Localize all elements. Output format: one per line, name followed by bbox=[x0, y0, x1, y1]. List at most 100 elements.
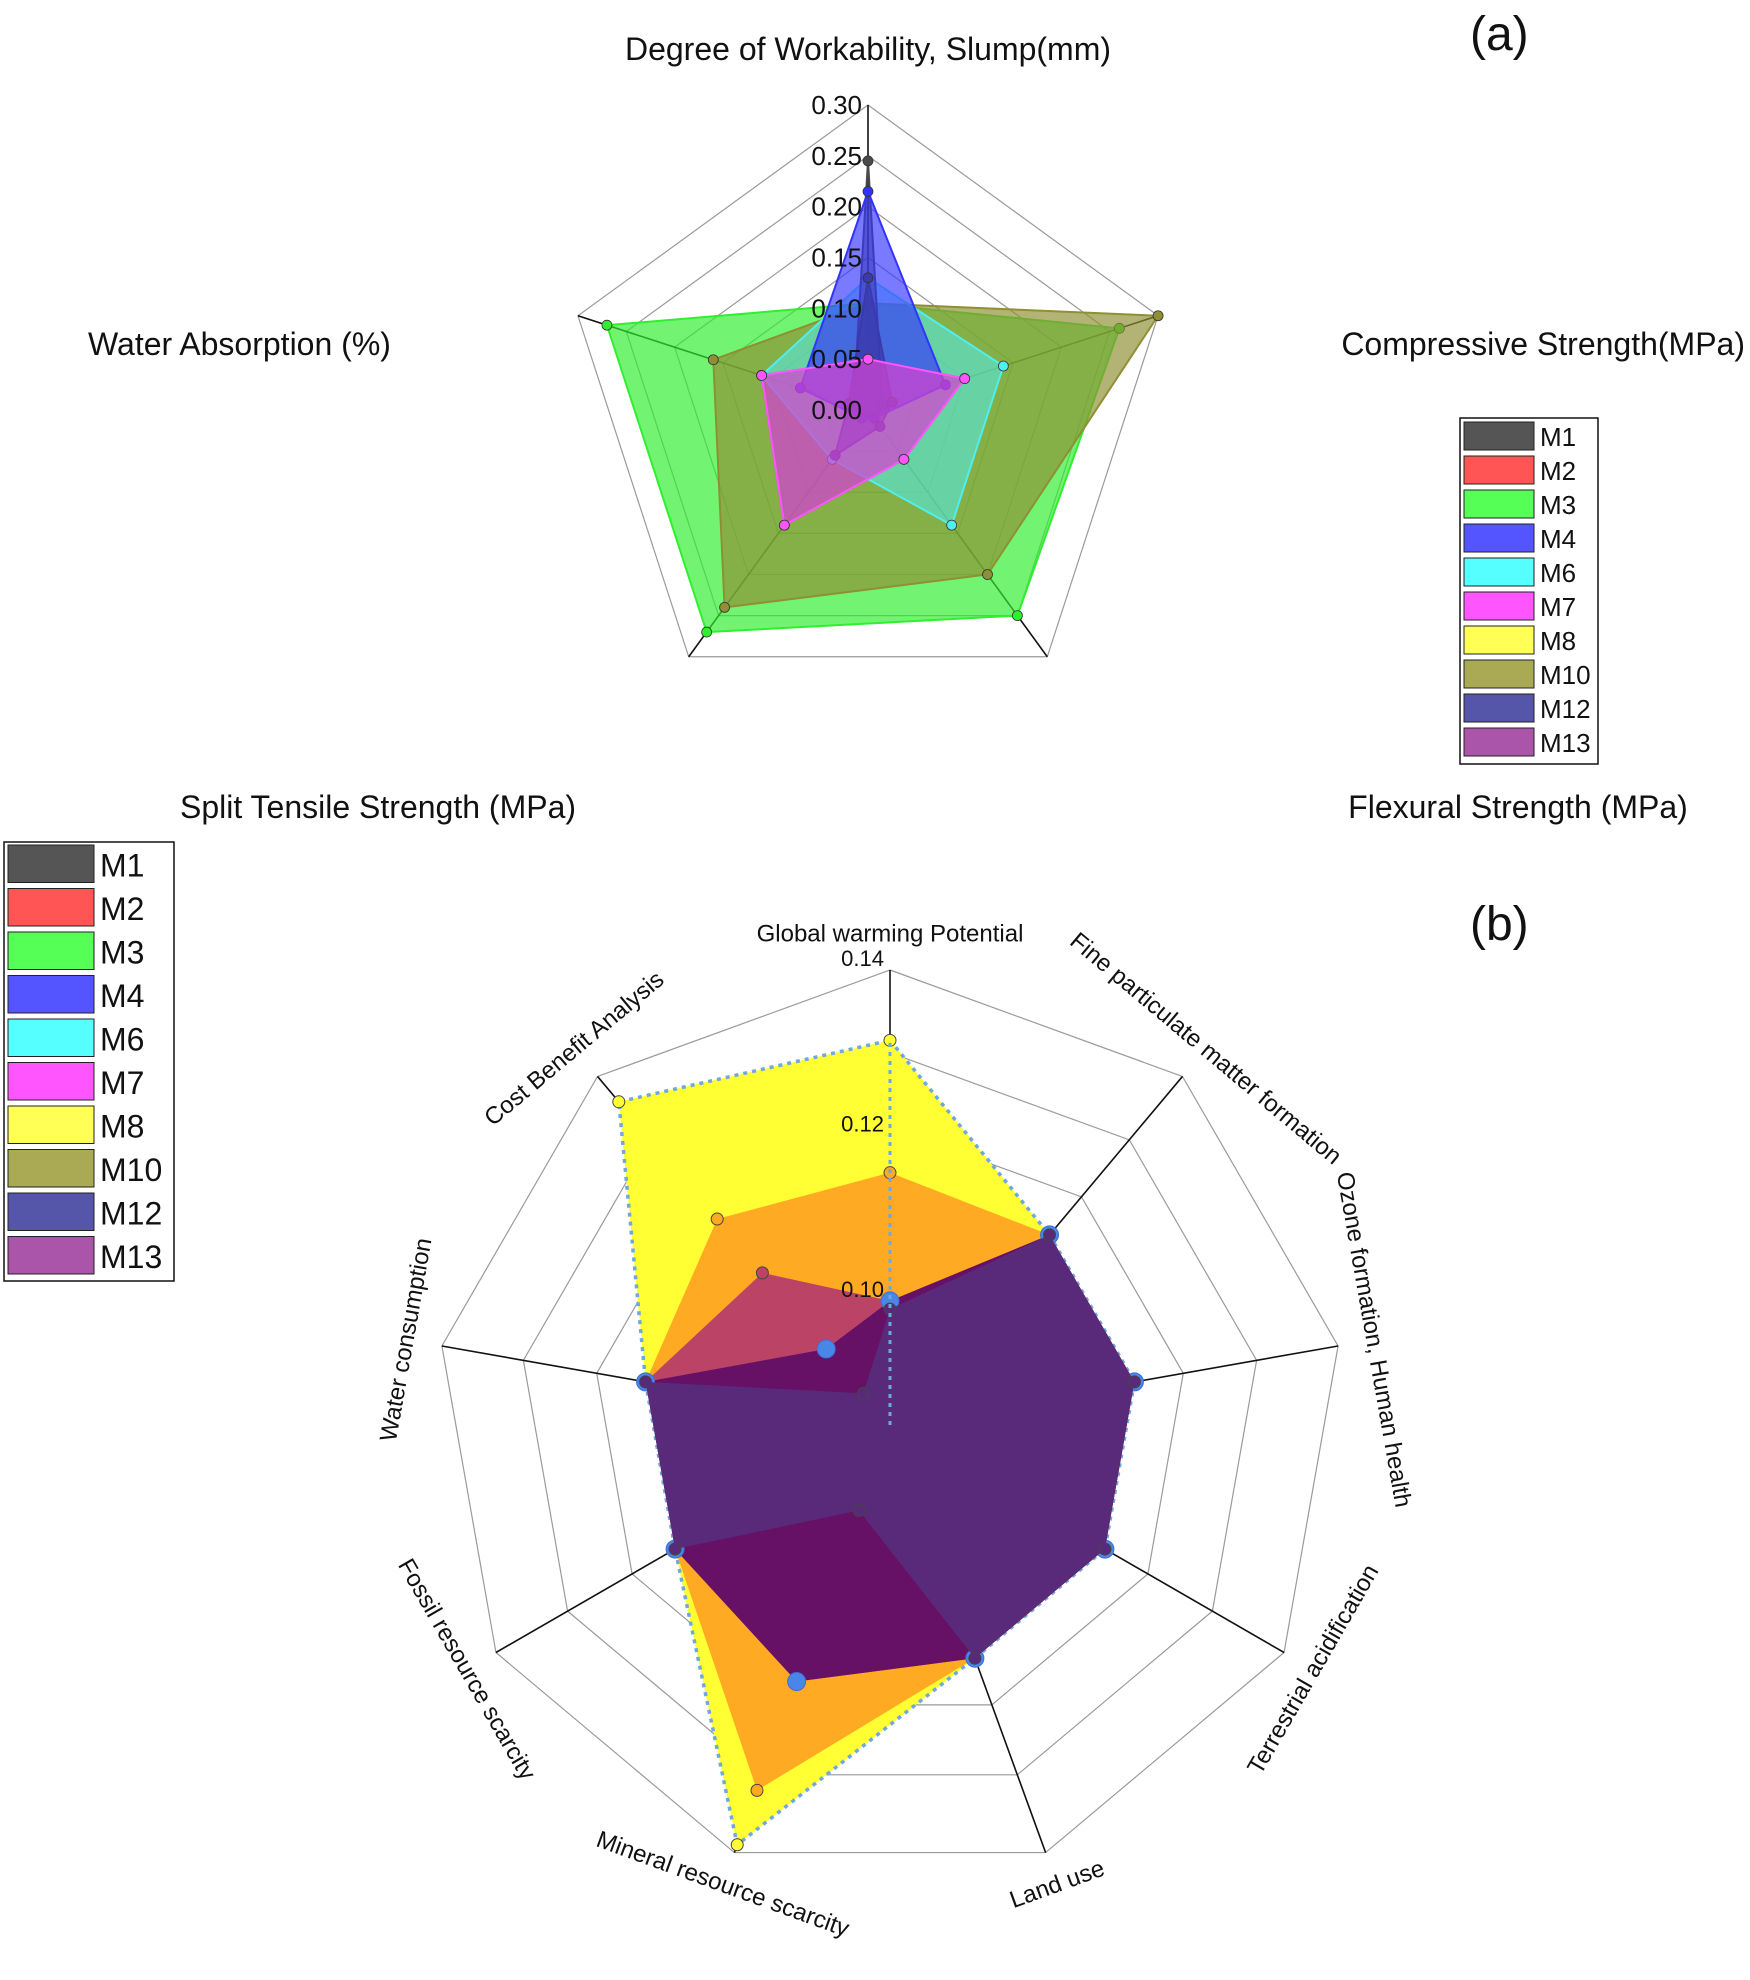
legend-b-swatch-m1 bbox=[7, 844, 95, 883]
panel-a-label: (a) bbox=[1470, 8, 1529, 61]
legend-a-label-m3: M3 bbox=[1540, 490, 1576, 520]
axis-label-ozone-formation-human-health: Ozone formation, Human health bbox=[1331, 1170, 1417, 1510]
legend-a-swatch-m4 bbox=[1463, 523, 1535, 553]
series-m8-point-8 bbox=[612, 1095, 626, 1109]
series-m7-area bbox=[760, 358, 967, 527]
legend-b-label-m13: M13 bbox=[100, 1239, 162, 1275]
legend-a-label-m2: M2 bbox=[1540, 456, 1576, 486]
series-m7-point-3 bbox=[778, 519, 790, 531]
tick-label-b-1: 0.12 bbox=[841, 1111, 884, 1136]
axis-label-compressive-strength-mpa: Compressive Strength(MPa) bbox=[1341, 326, 1745, 362]
legend-a-label-m12: M12 bbox=[1540, 694, 1591, 724]
series-m7-point-1 bbox=[959, 373, 971, 384]
tick-label-a-0: 0.30 bbox=[811, 90, 862, 120]
series-m1-point-0 bbox=[862, 155, 874, 167]
axis-label-flexural-strength-mpa: Flexural Strength (MPa) bbox=[1348, 789, 1688, 825]
series-m10-point-1 bbox=[1152, 310, 1164, 322]
series-m13-point-6 bbox=[668, 1542, 682, 1556]
legend-a-label-m1: M1 bbox=[1540, 422, 1576, 452]
series-m10-point-2 bbox=[982, 569, 993, 580]
series-m7-point-4 bbox=[756, 370, 768, 381]
tick-label-a-4: 0.10 bbox=[811, 293, 862, 323]
radar-chart-a: 0.30 0.25 0.20 0.15 0.10 0.05 0.00 Degree of Wo… bbox=[88, 31, 1745, 825]
series-m13-point-1 bbox=[1043, 1228, 1057, 1242]
series-m3-point-3 bbox=[701, 626, 713, 638]
series-m13-area bbox=[645, 1234, 1135, 1659]
legend-b-swatch-m12 bbox=[7, 1192, 95, 1231]
tick-label-b-2: 0.10 bbox=[841, 1277, 884, 1302]
panel-b-label: (b) bbox=[1470, 898, 1529, 951]
legend-a-swatch-m12 bbox=[1463, 693, 1535, 723]
legend-a-swatch-m10 bbox=[1463, 659, 1535, 689]
tick-label-a-5: 0.05 bbox=[811, 344, 862, 374]
legend-a-label-m4: M4 bbox=[1540, 524, 1576, 554]
legend-a-label-m7: M7 bbox=[1540, 592, 1576, 622]
legend-a-swatch-m1 bbox=[1463, 421, 1535, 451]
series-m13-point-7 bbox=[639, 1375, 653, 1389]
legend-b-swatch-m6 bbox=[7, 1018, 95, 1057]
legend-a-label-m6: M6 bbox=[1540, 558, 1576, 588]
axis-label-fossil-resource-scarcity: Fossil resource scarcity bbox=[392, 1554, 541, 1785]
series-m13-point-5 bbox=[852, 1504, 866, 1518]
legend-b-label-m7: M7 bbox=[100, 1065, 144, 1101]
tick-label-a-2: 0.20 bbox=[811, 192, 862, 222]
tick-label-a-1: 0.25 bbox=[811, 141, 862, 171]
series-m2-point-8 bbox=[755, 1266, 769, 1280]
legend-b-swatch-m7 bbox=[7, 1062, 95, 1101]
legend-a-label-m13: M13 bbox=[1540, 728, 1591, 758]
axis-label-global-warming-potential: Global warming Potential bbox=[757, 920, 1024, 947]
series-m6-point-2 bbox=[946, 519, 958, 531]
series-m10-point-8 bbox=[710, 1212, 724, 1226]
series-m13-point-8 bbox=[856, 1386, 870, 1400]
legend-b-label-m10: M10 bbox=[100, 1152, 162, 1188]
legend-a-label-m8: M8 bbox=[1540, 626, 1576, 656]
axis-label-water-absorption: Water Absorption (%) bbox=[88, 326, 391, 362]
legend-a-swatch-m8 bbox=[1463, 625, 1535, 655]
series-m10-point-4 bbox=[707, 354, 719, 366]
series-m13-point-3 bbox=[1098, 1542, 1112, 1556]
legend-a: M1 M2 M3 M4 M6 M7 M8 M10 M12 M13 bbox=[1459, 417, 1599, 765]
legend-b-label-m4: M4 bbox=[100, 978, 144, 1014]
legend-b-swatch-m2 bbox=[7, 888, 95, 927]
series-m7-point-2 bbox=[898, 453, 910, 465]
legend-b-swatch-m13 bbox=[7, 1236, 95, 1275]
series-m12-point-0 bbox=[862, 272, 874, 284]
series-m12-point-8 bbox=[816, 1339, 836, 1359]
legend-b-label-m8: M8 bbox=[100, 1109, 144, 1145]
series-m12-point-5 bbox=[787, 1672, 807, 1692]
legend-b-swatch-m3 bbox=[7, 931, 95, 970]
legend-b-label-m12: M12 bbox=[100, 1196, 162, 1232]
series-m10-point-5 bbox=[750, 1783, 764, 1797]
grid-ring-b-5 bbox=[441, 969, 1339, 1854]
legend-b-label-m2: M2 bbox=[100, 891, 144, 927]
legend-a-swatch-m2 bbox=[1463, 455, 1535, 485]
series-m10-point-3 bbox=[719, 602, 730, 613]
legend-a-swatch-m7 bbox=[1463, 591, 1535, 621]
tick-label-a-6: 0.00 bbox=[811, 395, 862, 425]
tick-label-b-0: 0.14 bbox=[841, 946, 884, 971]
series-m7-point-0 bbox=[862, 353, 874, 365]
legend-b-swatch-m4 bbox=[7, 975, 95, 1014]
series-m4-point-0 bbox=[862, 186, 874, 197]
axis-label-degree-of-workability-slump-mm: Degree of Workability, Slump(mm) bbox=[625, 31, 1111, 67]
legend-a-swatch-m13 bbox=[1463, 727, 1535, 757]
axis-label-split-tensile-strength-mpa: Split Tensile Strength (MPa) bbox=[180, 789, 576, 825]
legend-a-label-m10: M10 bbox=[1540, 660, 1591, 690]
legend-b-label-m6: M6 bbox=[100, 1022, 144, 1058]
legend-b: M1 M2 M3 M4 M6 M7 M8 M10 M12 M13 bbox=[3, 841, 175, 1282]
series-m8-point-5 bbox=[730, 1838, 744, 1852]
tick-label-a-3: 0.15 bbox=[811, 243, 862, 273]
axis-label-land-use: Land use bbox=[1006, 1855, 1108, 1914]
grid-ring-b-4 bbox=[522, 1052, 1258, 1776]
series-m3-point-4 bbox=[601, 319, 613, 331]
legend-b-swatch-m10 bbox=[7, 1149, 95, 1188]
series-m13-point-2 bbox=[1127, 1375, 1141, 1389]
series-m13-point-4 bbox=[968, 1651, 982, 1665]
legend-b-swatch-m8 bbox=[7, 1105, 95, 1144]
axis-label-water-consumption: Water consumption bbox=[375, 1236, 437, 1443]
series-m3-point-2 bbox=[1011, 610, 1023, 622]
series-m6-point-1 bbox=[997, 360, 1009, 372]
legend-b-label-m3: M3 bbox=[100, 935, 144, 971]
grid-ring-5 bbox=[577, 104, 1159, 658]
